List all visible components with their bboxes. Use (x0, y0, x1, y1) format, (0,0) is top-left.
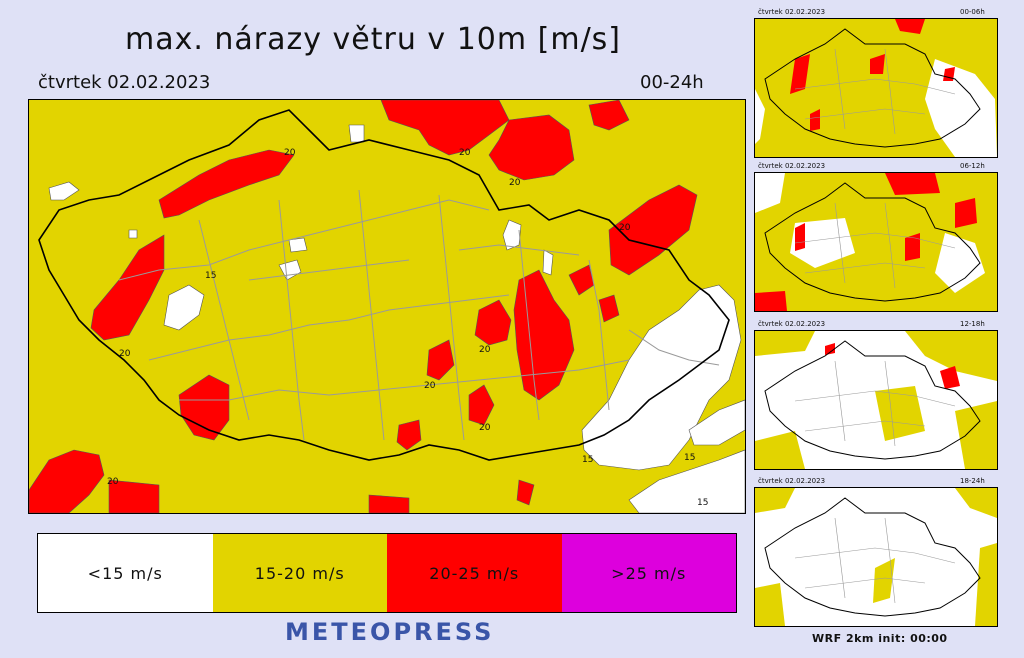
contour-labels: 15 20 20 20 20 20 20 20 20 15 15 15 20 (107, 148, 708, 508)
thumb-4-date: čtvrtek 02.02.2023 (758, 477, 826, 485)
district-lines (118, 189, 720, 441)
meteopress-logo: METEOPRESS (285, 618, 495, 646)
thumb-map-12-18 (754, 330, 998, 470)
contour-label: 20 (107, 477, 119, 487)
thumb-2-range: 06-12h (960, 162, 985, 170)
map-time-range: 00-24h (640, 72, 704, 93)
contour-label: 20 (424, 381, 436, 391)
thumb-map-00-06 (754, 18, 998, 158)
contour-label: 20 (284, 148, 296, 158)
thumb-4-range: 18-24h (960, 477, 985, 485)
contour-label: 15 (697, 498, 708, 508)
legend-item-20-25: 20-25 m/s (387, 534, 562, 612)
contour-label: 15 (205, 271, 216, 281)
contour-label: 20 (479, 345, 491, 355)
legend-item-lt15: <15 m/s (38, 534, 213, 612)
contour-label: 20 (459, 148, 471, 158)
thumb-2-date: čtvrtek 02.02.2023 (758, 162, 826, 170)
main-map-svg: 15 20 20 20 20 20 20 20 20 15 15 15 20 (29, 100, 745, 513)
contour-label: 15 (582, 455, 593, 465)
contour-label: 20 (509, 178, 521, 188)
red-zones (29, 100, 698, 513)
thumb-1-date: čtvrtek 02.02.2023 (758, 8, 826, 16)
model-info: WRF 2km init: 00:00 (812, 632, 948, 645)
thumb-map-18-24 (754, 487, 998, 627)
thumb-map-06-12 (754, 172, 998, 312)
country-border (38, 109, 730, 461)
thumb-3-date: čtvrtek 02.02.2023 (758, 320, 826, 328)
contour-label: 20 (119, 349, 131, 359)
contour-label: 15 (684, 453, 695, 463)
legend-item-gt25: >25 m/s (561, 534, 736, 612)
thumb-3-range: 12-18h (960, 320, 985, 328)
thumb-1-range: 00-06h (960, 8, 985, 16)
map-title: max. nárazy větru v 10m [m/s] (124, 22, 622, 57)
main-wind-map: 15 20 20 20 20 20 20 20 20 15 15 15 20 (28, 99, 746, 514)
contour-label: 20 (479, 423, 491, 433)
wind-legend: <15 m/s 15-20 m/s 20-25 m/s >25 m/s (37, 533, 737, 613)
map-date: čtvrtek 02.02.2023 (38, 72, 211, 93)
contour-label: 20 (619, 223, 631, 233)
legend-item-15-20: 15-20 m/s (212, 534, 387, 612)
